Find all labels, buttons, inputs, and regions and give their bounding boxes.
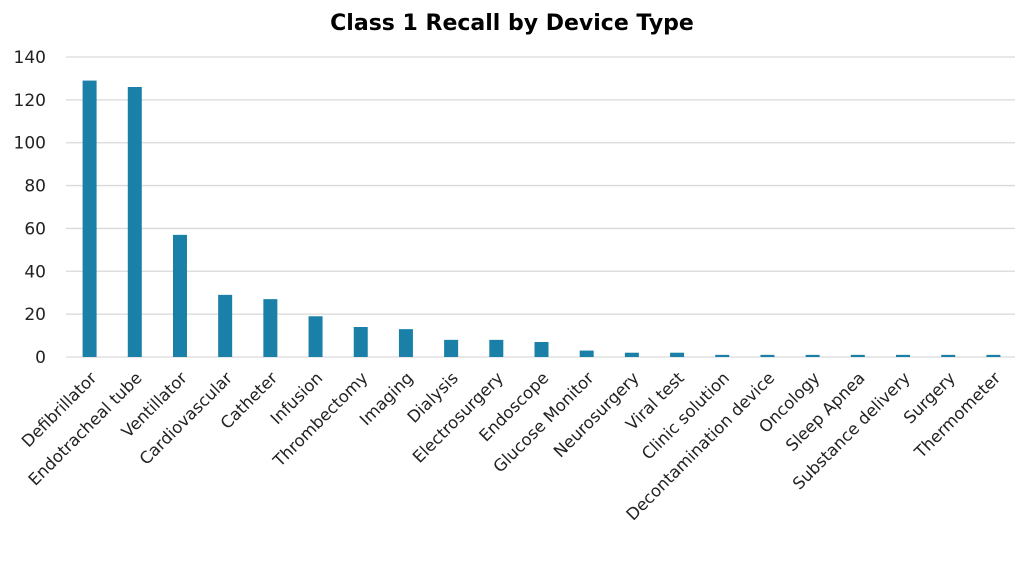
bar: [444, 339, 459, 357]
bar: [986, 354, 1001, 357]
y-tick-label: 140: [14, 48, 46, 68]
bar: [308, 316, 323, 357]
y-tick-label: 60: [24, 219, 46, 239]
bar: [896, 354, 911, 357]
bar: [489, 339, 504, 357]
chart-title: Class 1 Recall by Device Type: [330, 11, 694, 36]
y-tick-label: 20: [24, 305, 46, 325]
bar: [805, 354, 820, 357]
bar: [941, 354, 956, 357]
x-tick-label: Sleep Apnea: [782, 368, 869, 455]
bar: [760, 354, 775, 357]
bar: [624, 352, 639, 357]
bar: [82, 80, 97, 358]
bar: [850, 354, 865, 357]
bar: [579, 350, 594, 357]
y-tick-label: 100: [14, 134, 46, 154]
y-tick-label: 0: [35, 348, 46, 368]
bar: [534, 342, 549, 357]
bar: [172, 234, 187, 357]
bar: [715, 354, 730, 357]
bar: [398, 329, 413, 357]
bar: [263, 299, 278, 357]
y-tick-label: 80: [24, 177, 46, 197]
bar: [218, 294, 233, 357]
bar: [127, 87, 142, 357]
y-tick-label: 120: [14, 91, 46, 111]
bar: [353, 327, 368, 357]
y-tick-label: 40: [24, 262, 46, 282]
bar: [670, 352, 685, 357]
